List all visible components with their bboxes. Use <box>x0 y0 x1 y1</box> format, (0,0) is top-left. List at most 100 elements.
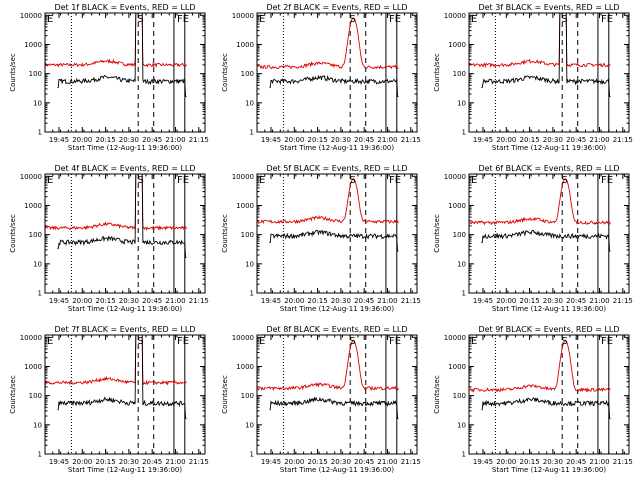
events-series-line <box>57 335 187 419</box>
chart-panel-5: Det 5f BLACK = Events, RED = LLD 1 10 100 10… <box>221 164 421 313</box>
x-tick-label: 21:15 <box>613 136 633 144</box>
y-tick-label: 1000 <box>24 363 42 371</box>
x-tick-label: 20:45 <box>354 136 374 144</box>
x-tick-label: 21:00 <box>377 136 397 144</box>
x-tick-label: 19:45 <box>473 136 493 144</box>
x-tick-label: 20:45 <box>354 458 374 466</box>
events-series-line <box>269 229 399 252</box>
x-tick-label: 20:45 <box>566 136 586 144</box>
x-tick-label: 21:15 <box>401 458 421 466</box>
y-tick-label: 10000 <box>232 12 254 20</box>
x-tick-label: 20:45 <box>142 458 162 466</box>
x-tick-label: 19:45 <box>261 297 281 305</box>
flag-label-s: S <box>349 336 355 347</box>
flag-label-e: E <box>259 336 265 347</box>
plot-frame <box>44 12 206 133</box>
flag-label-fe: FE <box>601 175 613 186</box>
chart-panel-4: Det 4f BLACK = Events, RED = LLD 1 10 100 10… <box>9 164 209 313</box>
y-tick-label: 1000 <box>236 202 254 210</box>
flag-label-fe: FE <box>601 336 613 347</box>
y-tick-label: 1 <box>250 290 254 298</box>
lld-series-line <box>45 335 187 386</box>
chart-title: Det 2f BLACK = Events, RED = LLD <box>266 3 407 12</box>
y-tick-label: 1000 <box>448 41 466 49</box>
x-tick-label: 19:45 <box>473 458 493 466</box>
y-tick-label: 10000 <box>20 173 42 181</box>
plot-frame <box>256 12 418 133</box>
flag-label-e: E <box>47 336 53 347</box>
y-tick-label: 10 <box>33 260 42 268</box>
y-tick-label: 10000 <box>232 173 254 181</box>
y-tick-label: 1 <box>462 290 466 298</box>
y-axis-label: Counts/sec <box>433 53 441 92</box>
x-tick-label: 20:45 <box>142 136 162 144</box>
plot-frame <box>256 334 418 455</box>
x-tick-label: 21:15 <box>401 136 421 144</box>
x-axis-label: Start Time (12-Aug-11 19:36:00) <box>280 305 394 313</box>
y-tick-label: 1000 <box>236 363 254 371</box>
x-axis-label: Start Time (12-Aug-11 19:36:00) <box>492 466 606 474</box>
y-axis-label: Counts/sec <box>9 214 17 253</box>
y-tick-label: 10 <box>245 421 254 429</box>
y-tick-label: 100 <box>241 70 254 78</box>
x-tick-label: 20:00 <box>72 458 92 466</box>
lld-series-line <box>257 178 399 225</box>
chart-title: Det 5f BLACK = Events, RED = LLD <box>266 164 407 173</box>
x-tick-label: 20:15 <box>519 297 539 305</box>
x-tick-label: 21:15 <box>613 297 633 305</box>
events-series-line <box>57 13 187 97</box>
x-tick-label: 20:00 <box>284 136 304 144</box>
y-tick-label: 1000 <box>236 41 254 49</box>
x-axis-label: Start Time (12-Aug-11 19:36:00) <box>68 144 182 152</box>
events-series-line <box>481 396 611 419</box>
x-axis-label: Start Time (12-Aug-11 19:36:00) <box>492 144 606 152</box>
x-tick-label: 20:15 <box>95 458 115 466</box>
chart-panel-8: Det 8f BLACK = Events, RED = LLD 1 10 100 10… <box>221 325 421 474</box>
y-tick-label: 100 <box>29 392 42 400</box>
x-tick-label: 21:00 <box>377 458 397 466</box>
flag-label-s: S <box>561 336 567 347</box>
y-tick-label: 10000 <box>444 173 466 181</box>
x-tick-label: 20:15 <box>519 458 539 466</box>
chart-title: Det 4f BLACK = Events, RED = LLD <box>54 164 195 173</box>
x-tick-label: 20:00 <box>496 136 516 144</box>
x-axis-label: Start Time (12-Aug-11 19:36:00) <box>492 305 606 313</box>
flag-label-fe: FE <box>389 175 401 186</box>
flag-label-s: S <box>561 14 567 25</box>
y-tick-label: 1000 <box>448 363 466 371</box>
lld-series-line <box>257 17 399 70</box>
y-tick-label: 1 <box>250 129 254 137</box>
y-axis-label: Counts/sec <box>221 53 229 92</box>
x-tick-label: 20:00 <box>284 297 304 305</box>
y-tick-label: 1000 <box>24 41 42 49</box>
x-tick-label: 21:00 <box>377 297 397 305</box>
x-tick-label: 21:15 <box>189 136 209 144</box>
chart-title: Det 8f BLACK = Events, RED = LLD <box>266 325 407 334</box>
plot-frame <box>44 334 206 455</box>
chart-panel-3: Det 3f BLACK = Events, RED = LLD 1 10 100 10… <box>433 3 633 152</box>
lld-series-line <box>45 13 187 69</box>
x-tick-label: 20:15 <box>95 136 115 144</box>
lld-series-line <box>469 340 611 393</box>
y-tick-label: 1 <box>250 451 254 459</box>
y-tick-label: 100 <box>453 392 466 400</box>
x-tick-label: 19:45 <box>49 136 69 144</box>
y-tick-label: 1 <box>462 451 466 459</box>
flag-label-s: S <box>137 175 143 186</box>
x-tick-label: 20:30 <box>119 458 139 466</box>
x-tick-label: 20:30 <box>119 136 139 144</box>
x-tick-label: 20:15 <box>307 136 327 144</box>
x-tick-label: 20:00 <box>496 297 516 305</box>
chart-panel-2: Det 2f BLACK = Events, RED = LLD 1 10 100 10… <box>221 3 421 152</box>
plot-frame <box>468 334 630 455</box>
x-axis-label: Start Time (12-Aug-11 19:36:00) <box>280 144 394 152</box>
flag-label-fe: FE <box>601 14 613 25</box>
x-tick-label: 21:00 <box>165 458 185 466</box>
events-series-line <box>481 13 611 97</box>
x-tick-label: 20:30 <box>331 297 351 305</box>
flag-label-e: E <box>259 14 265 25</box>
events-series-line <box>57 174 187 258</box>
y-axis-label: Counts/sec <box>221 375 229 414</box>
chart-title: Det 9f BLACK = Events, RED = LLD <box>478 325 619 334</box>
y-tick-label: 1 <box>38 129 42 137</box>
